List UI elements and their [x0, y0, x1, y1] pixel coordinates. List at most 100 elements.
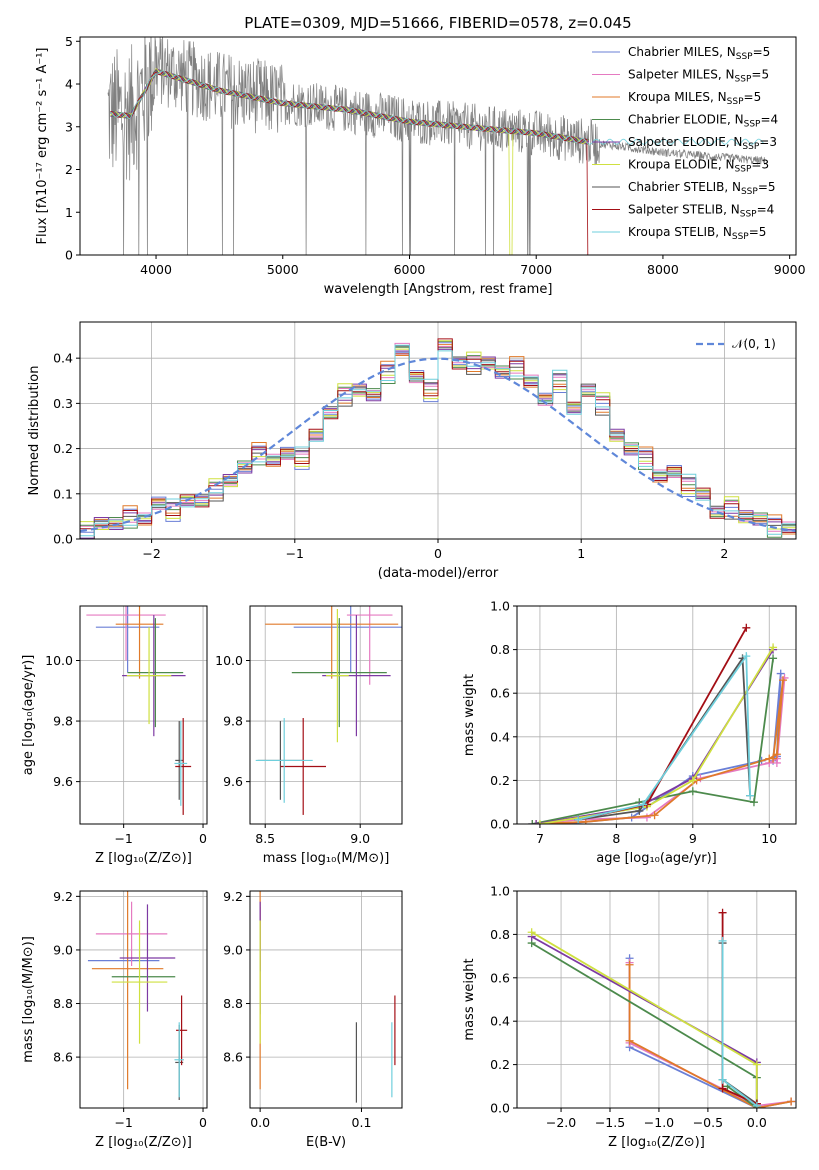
plot-area — [259, 891, 396, 1103]
legend-entry-label: Kroupa STELIB, NSSP=5 — [628, 225, 766, 242]
mass-weight-marker — [635, 806, 644, 815]
y-tick-label: 0.2 — [490, 773, 510, 788]
mass-weight-marker — [535, 820, 544, 824]
x-tick-label: 10 — [761, 831, 777, 846]
mass-weight-marker — [769, 643, 778, 652]
mass-vs-metallicity-panel: −1 0 8.6 8.8 9.0 9.2 Z [log₁₀(Z/Z⊙)] mass [log₁… — [21, 889, 208, 1150]
y-axis-label: mass [log₁₀(M/M⊙)] — [21, 936, 36, 1063]
y-axis-label: Flux [fλ10⁻¹⁷ erg cm⁻² s⁻¹ A⁻¹] — [35, 48, 50, 245]
legend-suffix: =5 — [749, 225, 767, 239]
plot-area — [80, 338, 796, 539]
y-tick-label: 0.4 — [53, 351, 73, 366]
model-spectrum-line — [110, 70, 589, 255]
legend-text: Salpeter MILES, N — [628, 68, 735, 82]
y-tick-label: 0.0 — [490, 817, 510, 832]
legend-text: Kroupa MILES, N — [628, 90, 727, 104]
y-tick-label: 3 — [65, 119, 73, 134]
y-tick-label: 8.6 — [223, 1050, 243, 1065]
x-tick-label: 9.0 — [350, 831, 370, 846]
mass-weight-marker — [776, 669, 785, 678]
y-tick-label: 0 — [65, 248, 73, 263]
legend-entry-label: Salpeter STELIB, NSSP=4 — [628, 203, 774, 220]
x-axis-label: Z [log₁₀(Z/Z⊙)] — [95, 851, 192, 866]
mass-weight-line — [628, 958, 792, 1108]
normal-distribution-curve — [80, 357, 796, 533]
mass-weight-marker — [625, 960, 634, 969]
mass-weight-marker — [718, 1075, 727, 1084]
legend-suffix: =5 — [744, 90, 762, 104]
y-tick-label: 8.8 — [53, 996, 73, 1011]
y-tick-label: 0.4 — [490, 729, 510, 744]
legend-entry-label: Chabrier MILES, NSSP=5 — [628, 45, 770, 62]
mass-weight-marker — [527, 928, 536, 937]
x-tick-label: −1 — [286, 546, 304, 561]
mass-weight-marker — [718, 936, 727, 945]
x-axis-label: wavelength [Angstrom, rest frame] — [324, 282, 553, 297]
legend-entry-label: Chabrier ELODIE, NSSP=4 — [628, 113, 778, 130]
legend-subscript: SSP — [727, 97, 744, 107]
y-axis-label: mass weight — [462, 674, 477, 756]
mass-weight-line — [536, 679, 784, 824]
x-tick-label: 0.0 — [747, 1115, 767, 1130]
legend-text: Kroupa ELODIE, N — [628, 158, 735, 172]
x-tick-label: 8.5 — [255, 831, 275, 846]
y-tick-label: 0.8 — [490, 927, 510, 942]
axes-frame — [516, 890, 797, 1109]
mass-weight-marker — [650, 811, 659, 820]
y-tick-label: 0.2 — [53, 441, 73, 456]
legend-suffix: =4 — [757, 203, 775, 217]
y-tick-label: 1 — [65, 205, 73, 220]
legend-subscript: SSP — [735, 75, 752, 85]
mass-weight-line — [532, 677, 786, 824]
y-tick-label: 9.0 — [223, 942, 243, 957]
mass-weight-marker — [528, 820, 537, 824]
x-axis-label: Z [log₁₀(Z/Z⊙)] — [95, 1135, 192, 1150]
legend-suffix: =3 — [751, 158, 769, 172]
legend-subscript: SSP — [735, 165, 752, 175]
legend-entry-label: Chabrier STELIB, NSSP=5 — [628, 180, 776, 197]
x-tick-label: 0.1 — [352, 1115, 372, 1130]
x-axis-label: E(B-V) — [306, 1135, 346, 1150]
legend-suffix: =5 — [753, 45, 771, 59]
mass-weight-marker — [742, 652, 751, 661]
mass-weight-marker — [752, 1101, 761, 1108]
y-tick-label: 9.2 — [223, 889, 243, 904]
y-tick-label: 0.0 — [53, 532, 73, 547]
x-tick-label: 1 — [577, 546, 585, 561]
x-tick-label: 6000 — [394, 262, 426, 277]
mass-weight-marker — [769, 654, 778, 663]
mass-weight-marker — [718, 1084, 727, 1093]
legend-entry-label: Kroupa ELODIE, NSSP=3 — [628, 158, 769, 175]
y-tick-label: 10.0 — [215, 653, 243, 668]
normal-legend-label: 𝒩(0, 1) — [732, 337, 776, 351]
legend-suffix: =5 — [751, 68, 769, 82]
y-tick-label: 0.8 — [490, 642, 510, 657]
x-tick-label: 0.0 — [250, 1115, 270, 1130]
mass-weight-line — [721, 943, 758, 1105]
x-tick-label: 8000 — [647, 262, 679, 277]
y-tick-label: 1.0 — [490, 884, 510, 899]
mass-weight-marker — [779, 676, 788, 685]
mass-weight-marker — [642, 813, 651, 822]
mass-weight-line — [578, 627, 748, 821]
plot-area — [107, 37, 766, 255]
axes-frame — [249, 605, 403, 825]
legend-suffix: =4 — [760, 113, 778, 127]
x-tick-label: 4000 — [140, 262, 172, 277]
y-tick-label: 0.0 — [490, 1101, 510, 1116]
legend-text: Salpeter ELODIE, N — [628, 135, 742, 149]
mass-weight-marker — [746, 791, 755, 800]
y-tick-label: 8.6 — [53, 1050, 73, 1065]
x-tick-label: −1.5 — [595, 1115, 625, 1130]
y-tick-label: 9.2 — [53, 889, 73, 904]
plot-area — [527, 908, 796, 1108]
y-tick-label: 0.1 — [53, 486, 73, 501]
legend-suffix: =3 — [759, 135, 777, 149]
legend-text: Chabrier MILES, N — [628, 45, 736, 59]
x-tick-label: 0 — [434, 546, 442, 561]
x-tick-label: 7000 — [520, 262, 552, 277]
axes-frame — [79, 890, 208, 1109]
x-tick-label: −1.0 — [644, 1115, 674, 1130]
x-tick-label: 9 — [689, 831, 697, 846]
